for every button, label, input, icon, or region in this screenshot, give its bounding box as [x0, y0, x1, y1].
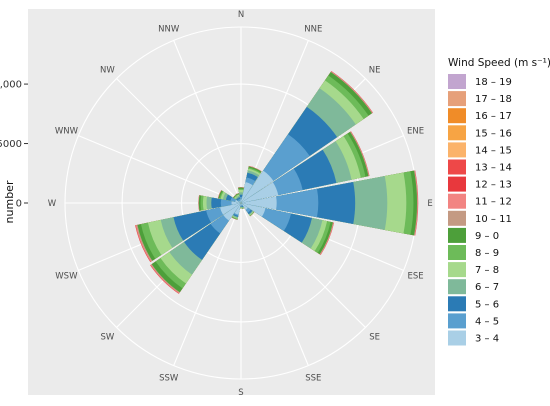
y-axis: 0 5000 10,000 — [0, 80, 28, 210]
bar-w-bin-0 — [231, 201, 241, 205]
direction-label-nne: NNE — [304, 24, 322, 34]
bar-ssw-bin-0 — [234, 203, 241, 215]
direction-label-wsw: WSW — [55, 271, 78, 281]
direction-label-sse: SSE — [305, 374, 321, 384]
legend-label: 17 – 18 — [475, 94, 512, 105]
grid-spoke — [116, 78, 242, 204]
legend-key — [448, 279, 466, 295]
direction-label-s: S — [238, 388, 243, 398]
direction-label-nw: NW — [100, 65, 115, 75]
direction-label-n: N — [238, 10, 244, 20]
legend-key — [448, 159, 466, 175]
legend-key — [448, 193, 466, 209]
legend-key — [448, 210, 466, 226]
direction-label-wnw: WNW — [55, 127, 79, 137]
y-tick-label: 10,000 — [0, 80, 22, 91]
legend-key — [448, 74, 466, 89]
bar-ne-bin-0 — [241, 170, 274, 203]
grid-spoke — [78, 135, 242, 204]
direction-label-nnw: NNW — [158, 24, 180, 34]
legend-label: 16 – 17 — [475, 111, 512, 122]
direction-labels: N NNE NE ENE E ESE SE SSE S SSW SW WSW W WNW NW NNW — [48, 10, 433, 398]
bar-s-bin-0 — [240, 203, 242, 205]
grid-spoke — [173, 40, 242, 204]
bar-e-bin-1 — [241, 188, 319, 218]
legend-label: 18 – 19 — [475, 77, 512, 88]
bar-sw-bin-0 — [223, 203, 241, 221]
rose-bars — [135, 71, 419, 294]
bar-sse-bin-0 — [241, 203, 243, 206]
bar-nw-bin-0 — [239, 201, 241, 203]
bar-nnw-bin-0 — [239, 200, 241, 203]
legend-key — [448, 176, 466, 192]
grid-spoke — [240, 202, 309, 366]
direction-label-ene: ENE — [407, 127, 424, 137]
bar-wsw-bin-0 — [220, 203, 241, 215]
legend-label: 8 – 9 — [475, 248, 499, 259]
legend-key — [448, 313, 466, 329]
legend-label: 7 – 8 — [475, 265, 499, 276]
legend-key — [448, 142, 466, 158]
bar-wnw-bin-0 — [235, 199, 241, 203]
legend-key — [448, 125, 466, 141]
legend-label: 12 – 13 — [475, 180, 512, 191]
bar-w-bin-1 — [220, 199, 241, 207]
legend-key — [448, 108, 466, 124]
direction-label-ne: NE — [369, 65, 381, 75]
legend-label: 5 – 6 — [475, 299, 499, 310]
legend-label: 10 – 11 — [475, 214, 512, 225]
bar-n-bin-0 — [240, 199, 242, 203]
legend-key — [448, 296, 466, 312]
bar-ene-bin-0 — [241, 182, 279, 203]
legend-label: 13 – 14 — [475, 163, 512, 174]
bar-ese-bin-0 — [241, 203, 266, 217]
legend-key — [448, 330, 466, 346]
legend-label: 15 – 16 — [475, 128, 512, 139]
direction-label-se: SE — [369, 333, 380, 343]
legend-key — [448, 91, 466, 107]
grid-spoke — [240, 202, 366, 328]
grid-spoke — [173, 202, 242, 366]
legend: Wind Speed (m s⁻¹) 18 – 19 17 – 18 16 – 17… — [448, 57, 550, 346]
legend-label: 6 – 7 — [475, 282, 499, 293]
bar-se-bin-0 — [241, 203, 248, 210]
direction-label-e: E — [427, 199, 432, 209]
legend-key — [448, 227, 466, 243]
legend-label: 11 – 12 — [475, 197, 512, 208]
legend-title: Wind Speed (m s⁻¹) — [448, 57, 550, 69]
direction-label-sw: SW — [100, 333, 114, 343]
legend-label: 9 – 0 — [475, 231, 499, 242]
legend-key — [448, 245, 466, 260]
direction-label-w: W — [48, 199, 57, 209]
bar-nne-bin-0 — [241, 182, 253, 203]
legend-key — [448, 262, 466, 278]
direction-label-ssw: SSW — [159, 374, 179, 384]
legend-label: 4 – 5 — [475, 316, 499, 327]
legend-label: 14 – 15 — [475, 145, 512, 156]
y-tick-label: 0 — [16, 199, 22, 210]
direction-label-ese: ESE — [408, 271, 424, 281]
bar-e-bin-0 — [241, 196, 277, 210]
legend-label: 3 – 4 — [475, 334, 499, 345]
y-axis-label: number — [3, 180, 16, 223]
y-tick-label: 5000 — [0, 139, 22, 150]
